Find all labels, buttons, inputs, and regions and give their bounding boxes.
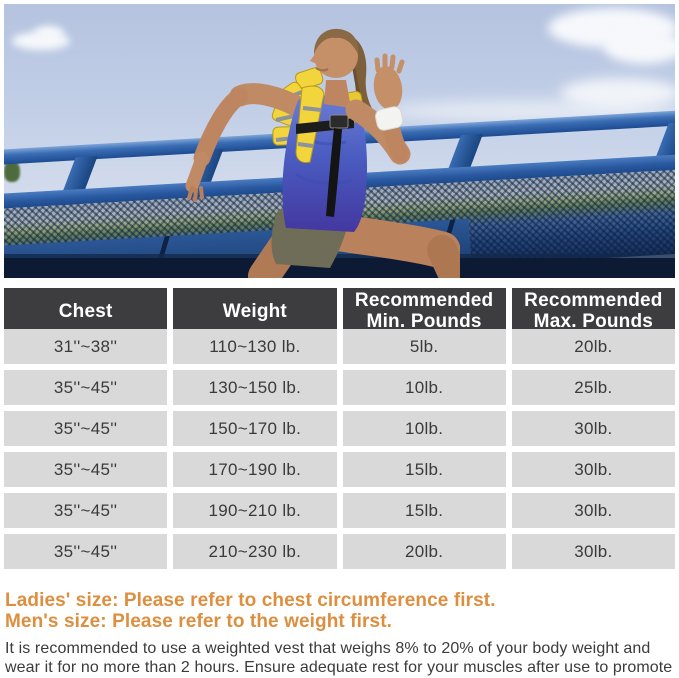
runner-illustration <box>185 28 460 278</box>
raised-arm <box>345 53 411 165</box>
table-cell: 10lb. <box>342 370 506 405</box>
wristband <box>375 106 404 131</box>
table-cell: 30lb. <box>511 452 675 487</box>
table-cell: 5lb. <box>342 329 506 364</box>
bridge-base <box>4 258 675 278</box>
hair <box>314 28 359 54</box>
cloud <box>604 30 675 64</box>
table-cell: 15lb. <box>342 452 506 487</box>
nose <box>310 54 317 64</box>
table-cell: 30lb. <box>511 493 675 528</box>
sizing-notes: Ladies' size: Please refer to chest circ… <box>5 590 675 678</box>
table-cell: 35''~45'' <box>4 534 168 569</box>
column-header-weight: Weight <box>173 288 337 334</box>
head <box>314 34 358 78</box>
table-cell: 15lb. <box>342 493 506 528</box>
mens-size-note: Men's size: Please refer to the weight f… <box>5 611 393 632</box>
table-cell: 110~130 lb. <box>173 329 337 364</box>
table-cell: 190~210 lb. <box>173 493 337 528</box>
table-cell: 31''~38'' <box>4 329 168 364</box>
tree <box>4 160 20 182</box>
column-header-chest: Chest <box>4 288 168 334</box>
extended-arm <box>185 83 311 202</box>
table-cell: 35''~45'' <box>4 411 168 446</box>
table-cell: 30lb. <box>511 411 675 446</box>
table-cell: 35''~45'' <box>4 452 168 487</box>
neck <box>324 80 351 108</box>
table-cell: 210~230 lb. <box>173 534 337 569</box>
column-header-min-pounds: Recommended Min. Pounds <box>342 288 506 334</box>
table-cell: 35''~45'' <box>4 370 168 405</box>
ladies-size-note: Ladies' size: Please refer to chest circ… <box>5 590 496 611</box>
hand <box>373 66 403 110</box>
table-cell: 150~170 lb. <box>173 411 337 446</box>
table-cell: 25lb. <box>511 370 675 405</box>
size-chart-table: Chest Weight Recommended Min. Pounds Reco… <box>4 288 675 569</box>
table-cell: 10lb. <box>342 411 506 446</box>
column-header-max-pounds: Recommended Max. Pounds <box>511 288 675 334</box>
table-cell: 20lb. <box>342 534 506 569</box>
chest-strap <box>296 114 354 217</box>
table-cell: 35''~45'' <box>4 493 168 528</box>
table-cell: 30lb. <box>511 534 675 569</box>
usage-recommendation: It is recommended to use a weighted vest… <box>5 640 673 676</box>
table-cell: 130~150 lb. <box>173 370 337 405</box>
table-cell: 20lb. <box>511 329 675 364</box>
product-photo <box>4 4 675 278</box>
cloud <box>34 26 64 40</box>
table-cell: 170~190 lb. <box>173 452 337 487</box>
